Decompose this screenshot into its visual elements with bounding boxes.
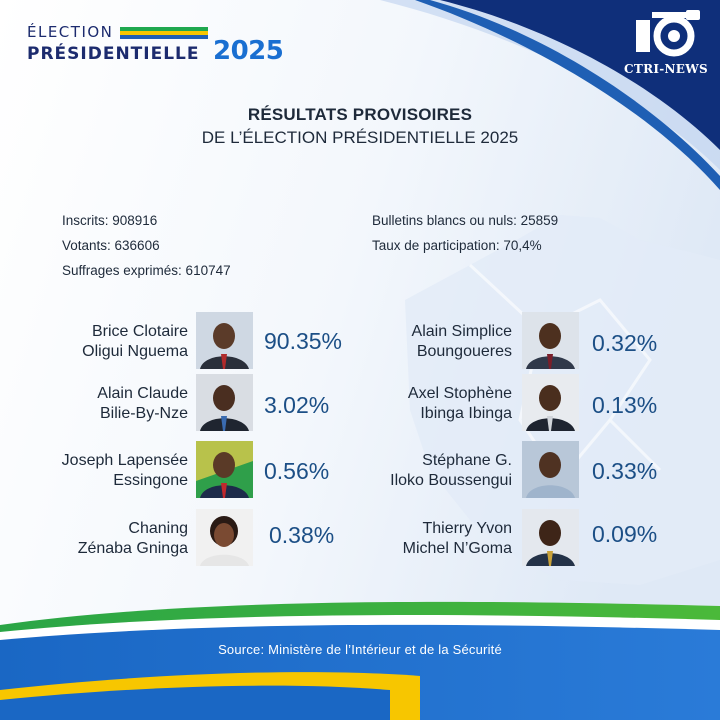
candidate-name: Chaning Zénaba Gninga xyxy=(20,509,188,569)
camera-icon xyxy=(636,10,700,57)
logo-year: 2025 xyxy=(213,36,284,66)
candidate-percent: 0.09% xyxy=(592,521,658,547)
candidate-name: Alain Simplice Boungoueres xyxy=(340,312,512,372)
candidate-name-line1: Stéphane G. xyxy=(422,452,512,469)
candidate-photo xyxy=(522,509,579,566)
candidate-name: Thierry Yvon Michel N’Goma xyxy=(340,509,512,569)
candidate-name-line2: Essingone xyxy=(113,472,188,489)
candidate-photo xyxy=(522,312,579,369)
stat-inscrits: Inscrits: 908916 xyxy=(62,213,158,228)
stat-bulletins: Bulletins blancs ou nuls: 25859 xyxy=(372,213,559,228)
candidate-photo xyxy=(196,374,253,431)
candidate-name-line2: Iloko Boussengui xyxy=(390,472,512,489)
candidate-percent: 0.33% xyxy=(592,458,658,484)
candidate-percent: 0.56% xyxy=(264,458,330,484)
gabon-flag-icon xyxy=(120,27,208,39)
title-line2: DE L’ÉLECTION PRÉSIDENTIELLE 2025 xyxy=(201,128,519,147)
candidate-name-line2: Boungoueres xyxy=(416,343,512,360)
source-note: Source: Ministère de l’Intérieur et de l… xyxy=(218,642,502,657)
candidate-name-line2: Michel N’Goma xyxy=(402,540,512,557)
candidate-name: Brice Clotaire Oligui Nguema xyxy=(20,312,188,372)
logo-line1: ÉLECTION xyxy=(27,23,114,41)
stats-left: Inscrits: 908916 Votants: 636606 Suffrag… xyxy=(62,212,231,287)
candidate-percent: 0.32% xyxy=(592,330,658,356)
ctri-news-brand: CTRI-NEWS xyxy=(622,6,712,82)
candidate-name-line2: Ibinga Ibinga xyxy=(420,405,512,422)
page-title: RÉSULTATS PROVISOIRES DE L’ÉLECTION PRÉS… xyxy=(140,105,580,148)
candidate-photo xyxy=(522,441,579,498)
candidate-name: Stéphane G. Iloko Boussengui xyxy=(340,441,512,501)
candidate-photo xyxy=(522,374,579,431)
stat-taux: Taux de participation: 70,4% xyxy=(372,238,542,253)
candidate-percent: 90.35% xyxy=(264,328,343,354)
stat-suffrages: Suffrages exprimés: 610747 xyxy=(62,263,231,278)
title-line1: RÉSULTATS PROVISOIRES xyxy=(247,105,473,124)
candidate-name: Joseph Lapensée Essingone xyxy=(20,441,188,501)
election-logo: ÉLECTION PRÉSIDENTIELLE 2025 xyxy=(27,22,284,66)
brand-name: CTRI-NEWS xyxy=(623,62,708,76)
candidate-name-line2: Zénaba Gninga xyxy=(77,540,188,557)
stat-votants: Votants: 636606 xyxy=(62,238,160,253)
logo-line2: PRÉSIDENTIELLE xyxy=(27,44,200,64)
candidate-name-line1: Joseph Lapensée xyxy=(61,452,188,469)
candidate-percent: 0.38% xyxy=(269,522,335,548)
candidate-name-line1: Thierry Yvon xyxy=(422,520,512,537)
candidate-photo xyxy=(196,441,253,498)
candidate-percent: 0.13% xyxy=(592,392,658,418)
candidate-name-line1: Axel Stophène xyxy=(407,385,512,402)
candidate-name-line1: Brice Clotaire xyxy=(91,323,188,340)
candidate-name-line2: Oligui Nguema xyxy=(82,343,188,360)
candidate-name-line1: Alain Simplice xyxy=(411,323,512,340)
candidate-photo xyxy=(196,312,253,369)
candidate-name-line1: Alain Claude xyxy=(97,385,188,402)
candidate-name: Axel Stophène Ibinga Ibinga xyxy=(340,374,512,434)
stats-right: Bulletins blancs ou nuls: 25859 Taux de … xyxy=(372,212,558,262)
candidate-name-line1: Chaning xyxy=(128,520,188,537)
candidate-name: Alain Claude Bilie-By-Nze xyxy=(20,374,188,434)
candidate-name-line2: Bilie-By-Nze xyxy=(99,405,188,422)
candidate-photo xyxy=(196,509,253,566)
candidate-percent: 3.02% xyxy=(264,392,330,418)
